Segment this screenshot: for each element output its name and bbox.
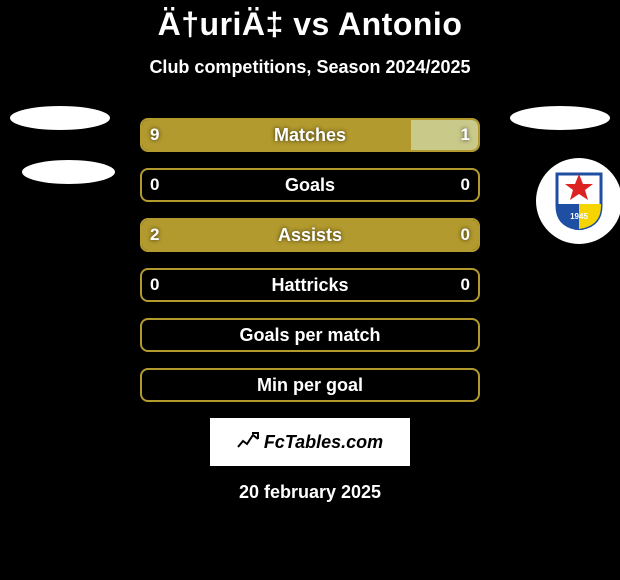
stat-value-left: 9: [150, 125, 159, 145]
brand-box[interactable]: FcTables.com: [210, 418, 410, 466]
page-title: Ä†uriÄ‡ vs Antonio: [0, 0, 620, 43]
chart-up-icon: [237, 431, 259, 454]
stat-value-left: 0: [150, 175, 159, 195]
stat-bars: 91Matches00Goals20Assists00HattricksGoal…: [140, 118, 480, 402]
stat-label: Goals: [142, 175, 478, 196]
stat-row: 2 0Assists: [140, 218, 480, 252]
svg-text:1945: 1945: [570, 212, 588, 221]
right-club-crest-container: 1945: [536, 158, 620, 244]
brand-text: FcTables.com: [264, 432, 383, 453]
stat-value-right: 1: [461, 125, 470, 145]
right-player-badge-top: [510, 106, 610, 130]
date-text: 20 february 2025: [0, 482, 620, 503]
stat-label: Hattricks: [142, 275, 478, 296]
club-crest-icon: 1945: [553, 172, 605, 230]
stat-label: Matches: [142, 125, 478, 146]
stat-value-left: 0: [150, 275, 159, 295]
left-player-badge-top: [10, 106, 110, 130]
stat-row: Min per goal: [140, 368, 480, 402]
stat-row: Goals per match: [140, 318, 480, 352]
stat-row: 0 0Hattricks: [140, 268, 480, 302]
page-root: Ä†uriÄ‡ vs Antonio Club competitions, Se…: [0, 0, 620, 580]
stat-value-right: 0: [461, 275, 470, 295]
page-subtitle: Club competitions, Season 2024/2025: [0, 57, 620, 78]
stat-label: Assists: [142, 225, 478, 246]
stat-value-right: 0: [461, 225, 470, 245]
stat-row: 0 0Goals: [140, 168, 480, 202]
stat-value-left: 2: [150, 225, 159, 245]
left-player-badge-bottom: [22, 160, 115, 184]
stat-row: 9 1Matches: [140, 118, 480, 152]
content: 1945 91Matches00Goals20Assists00Hattrick…: [0, 118, 620, 503]
stat-label: Min per goal: [142, 375, 478, 396]
stat-label: Goals per match: [142, 325, 478, 346]
stat-value-right: 0: [461, 175, 470, 195]
